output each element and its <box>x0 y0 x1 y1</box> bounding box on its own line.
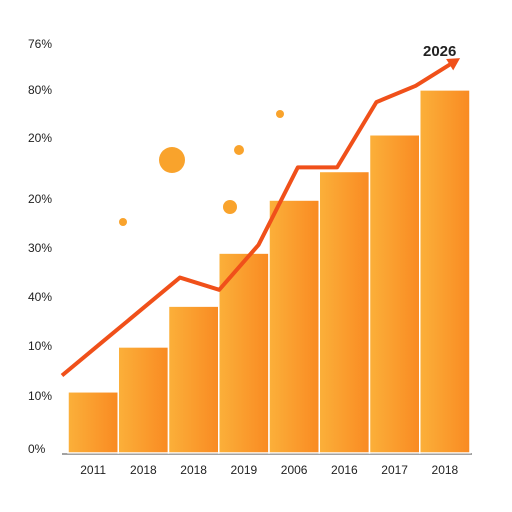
y-tick-label: 76% <box>28 37 52 51</box>
annotation: 2026 <box>423 43 456 60</box>
x-tick-label: 2006 <box>281 463 308 477</box>
bar <box>117 346 170 454</box>
decor-dot <box>159 147 185 173</box>
y-tick-label: 0% <box>28 442 46 456</box>
y-tick-label: 80% <box>28 83 52 97</box>
x-tick-label: 2017 <box>381 463 408 477</box>
trend-line <box>60 59 457 378</box>
y-tick-label: 20% <box>28 131 52 145</box>
decor-dot <box>119 218 127 226</box>
x-tick-label: 2018 <box>432 463 459 477</box>
y-tick-label: 10% <box>28 339 52 353</box>
bar <box>419 89 471 454</box>
bar <box>67 391 119 454</box>
x-tick-label: 2016 <box>331 463 358 477</box>
x-tick-label: 2011 <box>80 463 106 477</box>
bar <box>318 170 371 454</box>
decor-dot <box>234 145 244 155</box>
bar <box>268 199 320 454</box>
bar <box>167 305 220 454</box>
bar <box>368 134 421 454</box>
decor-dot <box>223 200 237 214</box>
y-tick-label: 10% <box>28 389 52 403</box>
x-tick-label: 2018 <box>130 463 157 477</box>
x-tick-label: 2018 <box>180 463 207 477</box>
decor-dot <box>276 110 284 118</box>
x-tick-label: 2019 <box>231 463 258 477</box>
arrow-head <box>446 58 461 71</box>
y-tick-label: 20% <box>28 192 52 206</box>
y-tick-label: 40% <box>28 290 52 304</box>
y-tick-label: 30% <box>28 241 52 255</box>
